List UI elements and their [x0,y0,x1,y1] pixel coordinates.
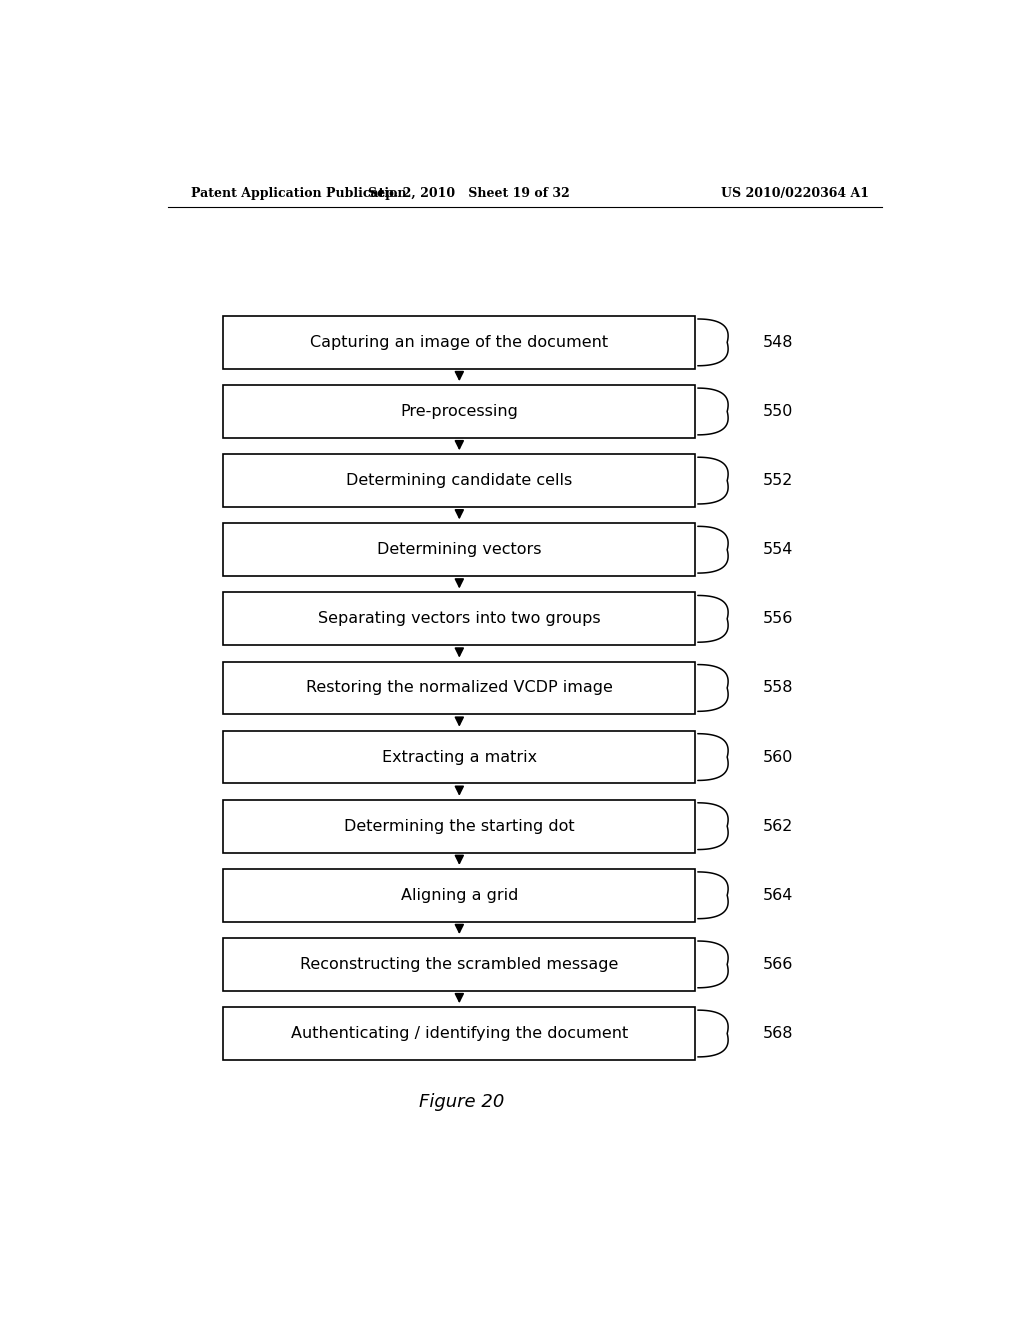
Text: 558: 558 [763,680,794,696]
Bar [223,661,695,714]
Text: Separating vectors into two groups: Separating vectors into two groups [318,611,601,626]
Text: Restoring the normalized VCDP image: Restoring the normalized VCDP image [306,680,612,696]
Bar [223,800,695,853]
Bar [223,731,695,784]
Text: 548: 548 [763,335,794,350]
Text: Sep. 2, 2010   Sheet 19 of 32: Sep. 2, 2010 Sheet 19 of 32 [369,187,570,201]
Bar [223,523,695,576]
Text: Capturing an image of the document: Capturing an image of the document [310,335,608,350]
Text: Patent Application Publication: Patent Application Publication [191,187,407,201]
Text: 550: 550 [763,404,794,418]
Bar [223,869,695,921]
Text: 554: 554 [763,543,794,557]
Bar [223,385,695,438]
Text: Determining the starting dot: Determining the starting dot [344,818,574,834]
Text: 556: 556 [763,611,794,626]
Text: Figure 20: Figure 20 [419,1093,504,1110]
Text: Determining candidate cells: Determining candidate cells [346,473,572,488]
Text: 568: 568 [763,1026,794,1041]
Text: Reconstructing the scrambled message: Reconstructing the scrambled message [300,957,618,972]
Bar [223,1007,695,1060]
Text: Extracting a matrix: Extracting a matrix [382,750,537,764]
Bar [223,315,695,368]
Text: 552: 552 [763,473,794,488]
Bar [223,593,695,645]
Text: 564: 564 [763,888,794,903]
Text: Aligning a grid: Aligning a grid [400,888,518,903]
Text: Authenticating / identifying the document: Authenticating / identifying the documen… [291,1026,628,1041]
Bar [223,939,695,991]
Text: 562: 562 [763,818,794,834]
Text: Determining vectors: Determining vectors [377,543,542,557]
Bar [223,454,695,507]
Text: 566: 566 [763,957,794,972]
Text: Pre-processing: Pre-processing [400,404,518,418]
Text: US 2010/0220364 A1: US 2010/0220364 A1 [721,187,868,201]
Text: 560: 560 [763,750,794,764]
